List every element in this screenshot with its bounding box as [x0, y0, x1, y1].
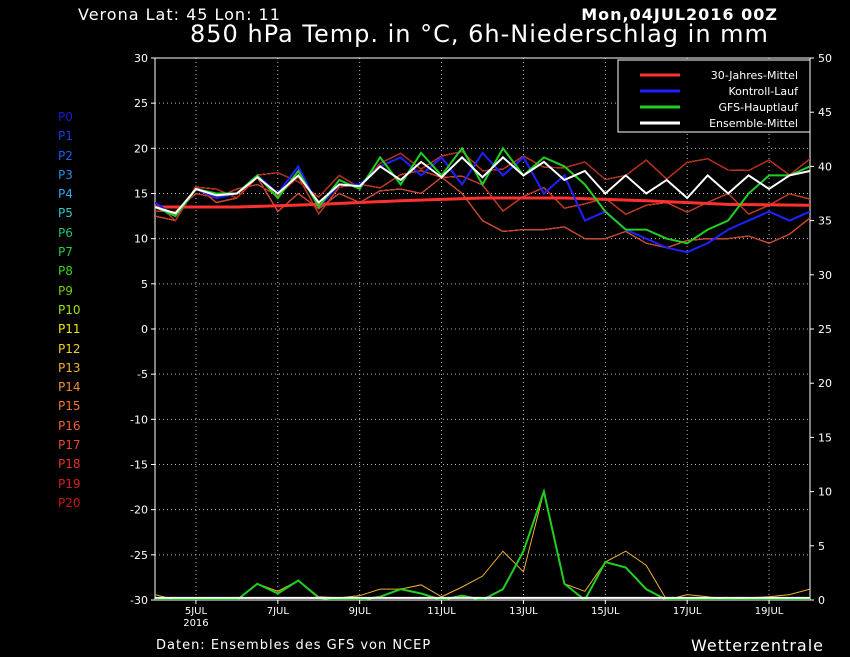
y-left-tick-label: 15 [134, 188, 148, 201]
member-label-p13: P13 [58, 360, 81, 375]
y-left-tick-label: -25 [130, 549, 148, 562]
member-label-p12: P12 [58, 341, 81, 356]
x-tick-label: 15JUL [591, 606, 620, 617]
member-label-p4: P4 [58, 187, 73, 202]
member-label-p19: P19 [58, 476, 81, 491]
member-label-p16: P16 [58, 418, 81, 433]
y-right-tick-label: 35 [818, 215, 832, 228]
legend-label-2: GFS-Hauptlauf [718, 101, 799, 114]
member-line-p18 [155, 176, 810, 249]
member-line-p3 [155, 176, 810, 249]
legend-label-1: Kontroll-Lauf [729, 85, 800, 98]
brand-label: Wetterzentrale [690, 636, 824, 655]
y-right-tick-label: 40 [818, 160, 832, 173]
precip-gfs-line [155, 487, 810, 600]
y-right-tick-label: 10 [818, 486, 832, 499]
y-left-tick-label: 30 [134, 52, 148, 65]
member-list: P0 P1 P2 P3 P4 P5 P6 P7 P8 P9 P10 P11 P12 P13 P14 P15 P1… [58, 108, 118, 513]
member-line-p0 [155, 176, 810, 249]
x-tick-label: 17JUL [673, 606, 702, 617]
y-left-tick-label: -15 [130, 459, 148, 472]
member-line-p9 [155, 176, 810, 249]
location-label: Verona Lat: 45 Lon: 11 [78, 5, 281, 24]
member-label-p10: P10 [58, 302, 81, 317]
legend-label-0: 30-Jahres-Mittel [711, 69, 798, 82]
member-line-p15 [155, 176, 810, 249]
y-right-tick-label: 25 [818, 323, 832, 336]
y-right-tick-label: 15 [818, 431, 832, 444]
y-left-tick-label: -10 [130, 413, 148, 426]
member-label-p9: P9 [58, 283, 73, 298]
member-line-p6 [155, 176, 810, 249]
series-line-3 [155, 155, 810, 215]
member-label-p14: P14 [58, 380, 81, 395]
y-right-tick-label: 0 [818, 594, 825, 607]
precip-lines [155, 487, 810, 600]
member-label-p18: P18 [58, 457, 81, 472]
x-tick-label: 7JUL [267, 606, 290, 617]
series-line-0 [155, 196, 810, 209]
y-right-tick-label: 30 [818, 269, 832, 282]
y-left-tick-label: 0 [141, 323, 148, 336]
y-right-tick-label: 45 [818, 106, 832, 119]
y-left-tick-label: -5 [137, 368, 148, 381]
y-right-tick-label: 50 [818, 52, 832, 65]
x-tick-sublabel: 2016 [183, 618, 208, 629]
member-label-p3: P3 [58, 167, 73, 182]
member-label-p20: P20 [58, 495, 81, 510]
member-label-p11: P11 [58, 322, 81, 337]
run-date-label: Mon,04JUL2016 00Z [581, 5, 778, 24]
y-left-tick-label: 10 [134, 233, 148, 246]
x-tick-label: 19JUL [755, 606, 784, 617]
member-label-p7: P7 [58, 245, 73, 260]
chart-title: 850 hPa Temp. in °C, 6h-Niederschlag in … [190, 20, 769, 48]
x-tick-label: 13JUL [509, 606, 538, 617]
data-source-label: Daten: Ensembles des GFS von NCEP [156, 638, 432, 653]
x-tick-label: 11JUL [427, 606, 456, 617]
y-left-tick-label: -30 [130, 594, 148, 607]
legend-label-3: Ensemble-Mittel [709, 117, 798, 130]
member-label-p6: P6 [58, 225, 73, 240]
y-left-tick-label: -20 [130, 504, 148, 517]
legend-box [617, 59, 811, 133]
y-left-tick-label: 5 [141, 278, 148, 291]
member-label-p2: P2 [58, 148, 73, 163]
x-tick-label: 5JUL [185, 606, 208, 617]
member-label-p8: P8 [58, 264, 73, 279]
x-tick-label: 9JUL [349, 606, 372, 617]
y-left-tick-label: 25 [134, 97, 148, 110]
y-left-tick-label: 20 [134, 142, 148, 155]
y-right-tick-label: 5 [818, 540, 825, 553]
series-line-2 [155, 146, 810, 245]
y-right-tick-label: 20 [818, 377, 832, 390]
member-label-p0: P0 [58, 110, 73, 124]
member-line-p12 [155, 176, 810, 249]
member-label-p5: P5 [58, 206, 73, 221]
precip-max-line [155, 491, 810, 600]
member-label-p15: P15 [58, 399, 81, 414]
member-line-p20 [155, 150, 810, 222]
ensemble-members [155, 150, 810, 249]
member-label-p1: P1 [58, 129, 73, 144]
member-label-p17: P17 [58, 438, 81, 453]
